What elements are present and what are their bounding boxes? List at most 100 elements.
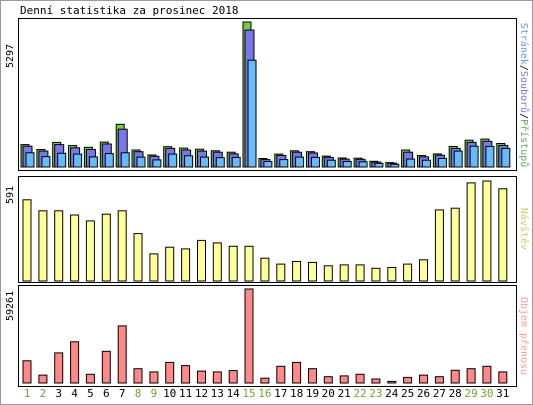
traffic-max-label: 5297	[5, 44, 16, 68]
bar-visits-day-31	[498, 188, 508, 282]
day-label-21: 21	[338, 387, 351, 400]
chart-title: Denní statistika za prosinec 2018	[20, 4, 239, 17]
bar-stránek-day-4	[73, 153, 83, 168]
bar-visits-day-6	[101, 213, 111, 282]
visits-max-label: 591	[5, 186, 16, 204]
bar-stránek-day-12	[200, 156, 209, 168]
bar-visits-day-19	[308, 261, 317, 282]
bar-volume-day-23	[371, 378, 381, 384]
bar-visits-day-5	[85, 220, 95, 282]
day-label-6: 6	[103, 387, 110, 400]
bar-stránek-day-23	[374, 162, 384, 168]
bar-visits-day-9	[149, 253, 159, 282]
bar-visits-day-12	[197, 239, 206, 282]
bar-volume-day-5	[85, 373, 95, 384]
bar-stránek-day-1	[25, 152, 35, 168]
day-label-2: 2	[40, 387, 47, 400]
bar-volume-day-17	[276, 365, 286, 384]
bar-visits-day-13	[212, 242, 222, 282]
day-label-5: 5	[87, 387, 94, 400]
day-label-22: 22	[353, 387, 366, 400]
bar-stránek-day-8	[136, 156, 146, 168]
volume-bars	[22, 288, 508, 384]
day-label-28: 28	[449, 387, 462, 400]
bar-volume-day-26	[419, 374, 428, 384]
bar-stránek-day-27	[437, 158, 447, 168]
bar-volume-day-9	[149, 371, 159, 384]
bar-stránek-day-24	[390, 163, 400, 168]
bar-stránek-day-6	[104, 153, 114, 168]
bar-volume-day-15	[244, 288, 254, 384]
day-label-14: 14	[227, 387, 241, 400]
day-label-17: 17	[274, 387, 287, 400]
bar-visits-day-1	[22, 199, 32, 282]
bar-volume-day-30	[482, 365, 492, 384]
day-label-1: 1	[24, 387, 31, 400]
day-label-25: 25	[401, 387, 414, 400]
visits-bars	[22, 180, 508, 282]
bar-visits-day-20	[323, 265, 333, 282]
day-label-13: 13	[211, 387, 224, 400]
day-label-30: 30	[480, 387, 493, 400]
bar-volume-day-16	[260, 377, 270, 384]
bar-volume-day-18	[292, 361, 302, 384]
bar-stránek-day-13	[215, 157, 225, 168]
bar-volume-day-14	[228, 370, 238, 384]
day-label-8: 8	[135, 387, 142, 400]
panel-traffic-frame	[18, 18, 517, 171]
bar-stránek-day-2	[41, 156, 51, 168]
day-label-9: 9	[151, 387, 158, 400]
bar-volume-day-25	[403, 376, 413, 384]
bar-visits-day-23	[371, 267, 381, 282]
day-label-26: 26	[417, 387, 430, 400]
bar-volume-day-11	[181, 365, 191, 384]
bar-stránek-day-29	[469, 145, 479, 168]
bar-visits-day-11	[181, 248, 191, 282]
bar-volume-day-28	[450, 369, 460, 384]
day-label-12: 12	[195, 387, 208, 400]
bar-volume-day-10	[165, 361, 175, 384]
bar-volume-day-13	[212, 371, 222, 384]
day-label-18: 18	[290, 387, 303, 400]
bar-visits-day-14	[228, 245, 238, 282]
bar-volume-day-21	[339, 375, 349, 384]
bar-volume-day-31	[498, 371, 508, 384]
day-label-7: 7	[119, 387, 126, 400]
bar-visits-day-17	[276, 263, 286, 282]
bar-stránek-day-9	[152, 159, 162, 168]
day-label-19: 19	[306, 387, 319, 400]
bar-stránek-day-22	[358, 161, 368, 168]
bar-visits-day-3	[54, 210, 64, 282]
day-label-23: 23	[369, 387, 382, 400]
bar-stránek-day-10	[168, 153, 178, 168]
bar-volume-day-6	[101, 350, 111, 384]
volume-max-label: 59261	[5, 291, 16, 321]
day-label-29: 29	[464, 387, 477, 400]
bar-volume-day-1	[22, 360, 32, 384]
bar-visits-day-28	[450, 207, 460, 282]
bar-stránek-day-3	[57, 152, 67, 168]
bar-stránek-day-7	[120, 152, 130, 168]
bar-stránek-day-28	[453, 150, 463, 168]
bar-volume-day-3	[54, 352, 64, 384]
bar-volume-day-2	[38, 374, 48, 384]
bar-visits-day-30	[482, 180, 492, 282]
traffic-series-label: Stránek/Souborů/Přístupů	[518, 23, 530, 168]
bar-stránek-day-31	[501, 147, 511, 168]
bar-volume-day-20	[323, 376, 333, 384]
bar-stránek-day-11	[184, 155, 194, 168]
panel-volume-frame	[18, 285, 517, 387]
bar-visits-day-18	[292, 261, 302, 282]
bar-visits-day-21	[339, 264, 349, 282]
day-label-31: 31	[496, 387, 509, 400]
day-label-3: 3	[55, 387, 62, 400]
day-label-15: 15	[242, 387, 255, 400]
day-label-4: 4	[71, 387, 78, 400]
day-label-16: 16	[258, 387, 271, 400]
bar-visits-day-24	[387, 267, 397, 282]
visits-series-label: Návštěv	[518, 208, 530, 250]
bar-visits-day-29	[466, 182, 476, 282]
bar-stránek-day-25	[406, 158, 416, 168]
bar-stránek-day-16	[263, 161, 273, 168]
